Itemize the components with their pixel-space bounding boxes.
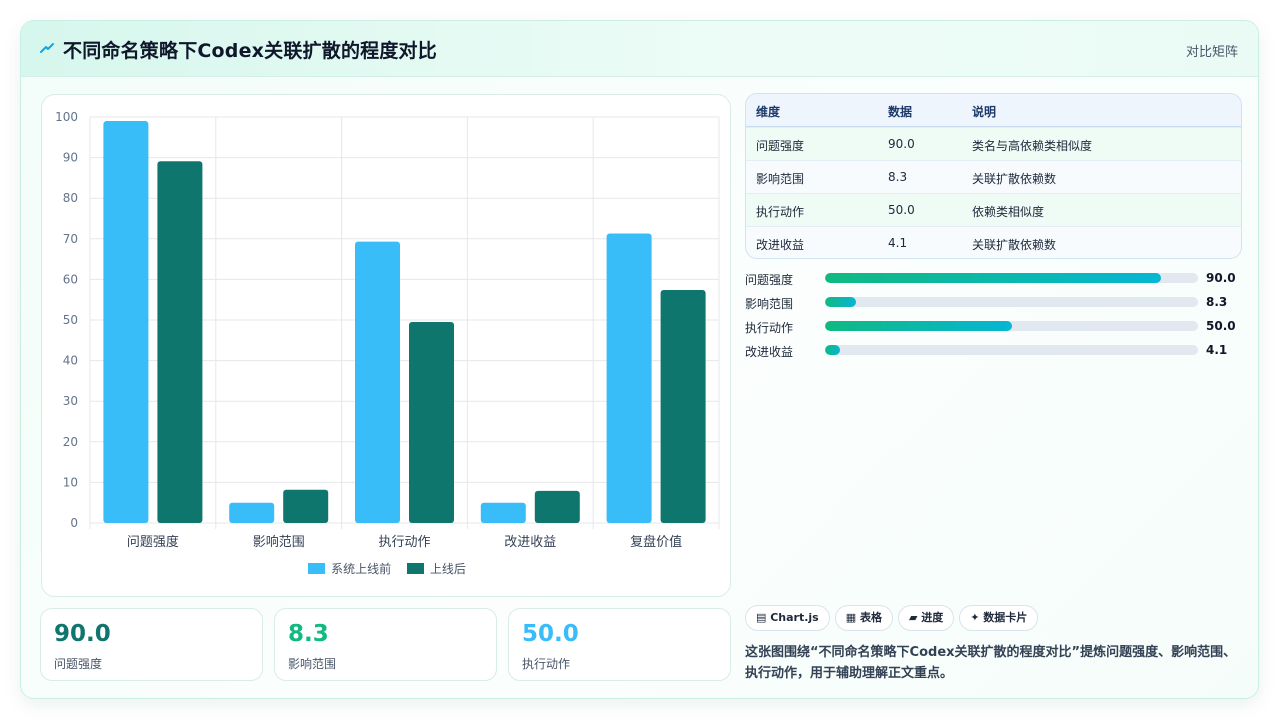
bar-after: [409, 322, 454, 523]
progress-fill: [825, 321, 1012, 331]
progress-value: 4.1: [1206, 343, 1228, 357]
progress-value: 8.3: [1206, 295, 1228, 309]
y-tick-label: 0: [70, 516, 78, 530]
legend-item-before[interactable]: 系统上线前: [308, 560, 391, 577]
table-cell: 问题强度: [756, 139, 805, 153]
chip-data-card[interactable]: ✦ 数据卡片: [959, 605, 1039, 631]
y-tick-label: 30: [63, 394, 78, 408]
data-table: 维度 数据 说明 问题强度 90.0 类名与高依赖类相似度 影响范围 8.3 关…: [745, 93, 1242, 259]
x-tick-label: 改进收益: [504, 535, 556, 550]
y-tick-label: 100: [55, 110, 78, 124]
chip-chartjs[interactable]: ▤ Chart.js: [745, 605, 830, 631]
progress-value: 50.0: [1206, 319, 1236, 333]
chip-progress[interactable]: ▰ 进度: [897, 605, 955, 631]
legend-item-after[interactable]: 上线后: [406, 560, 466, 577]
y-tick-label: 80: [63, 191, 78, 205]
description-text: 这张图围绕“不同命名策略下Codex关联扩散的程度对比”提炼问题强度、影响范围、…: [745, 645, 1237, 681]
view-tag[interactable]: 对比矩阵: [1185, 45, 1238, 60]
legend-swatch-after: [406, 563, 424, 574]
chart-legend[interactable]: 系统上线前 上线后: [42, 560, 732, 577]
x-tick-label: 影响范围: [253, 534, 305, 550]
stat-value-1: 8.3: [288, 621, 329, 647]
bar-after: [660, 289, 706, 523]
progress-label: 问题强度: [745, 273, 794, 287]
legend-swatch-before: [308, 563, 326, 574]
table-cell: 4.1: [888, 236, 908, 250]
progress-fill: [825, 273, 1161, 283]
table-cell: 依赖类相似度: [972, 205, 1045, 219]
page-title: 不同命名策略下Codex关联扩散的程度对比: [63, 40, 437, 62]
progress-row: 执行动作 50.0: [745, 319, 1245, 339]
stat-card-2: 50.0 执行动作: [508, 608, 731, 681]
bar-before: [355, 241, 400, 523]
tag-chips: ▤ Chart.js ▦ 表格 ▰ 进度 ✦ 数据卡片: [745, 605, 1043, 631]
table-header-data: 数据: [888, 105, 913, 119]
table-row: 问题强度 90.0 类名与高依赖类相似度: [746, 127, 1241, 160]
progress-track: [825, 297, 1198, 307]
legend-label-before: 系统上线前: [331, 562, 392, 576]
table-header-row: 维度 数据 说明: [746, 94, 1241, 127]
stat-value-0: 90.0: [54, 621, 111, 647]
table-cell: 8.3: [888, 170, 908, 184]
bar-before: [606, 233, 652, 523]
y-tick-label: 10: [63, 475, 78, 489]
lightning-icon: [40, 43, 54, 53]
progress-track: [825, 321, 1198, 331]
progress-row: 影响范围 8.3: [745, 295, 1245, 315]
y-tick-label: 90: [63, 151, 78, 165]
table-cell: 关联扩散依赖数: [972, 238, 1057, 252]
progress-label: 执行动作: [745, 321, 794, 335]
table-header-dimension: 维度: [756, 105, 781, 119]
table-row: 执行动作 50.0 依赖类相似度: [746, 193, 1241, 226]
table-row: 影响范围 8.3 关联扩散依赖数: [746, 160, 1241, 193]
stat-label-2: 执行动作: [522, 657, 571, 671]
progress-track: [825, 273, 1198, 283]
bar-after: [157, 161, 203, 523]
bar-chart: 0 10 20 30 40 50 60 70 80 90 100 问题强度 影响范围 执行动作 改进收益 复盘…: [55, 110, 720, 550]
table-cell: 关联扩散依赖数: [972, 172, 1057, 186]
progress-row: 问题强度 90.0: [745, 271, 1245, 291]
table-cell: 类名与高依赖类相似度: [972, 139, 1093, 153]
header: 不同命名策略下Codex关联扩散的程度对比 对比矩阵: [21, 21, 1258, 77]
legend-label-after: 上线后: [429, 562, 466, 576]
table-cell: 90.0: [888, 137, 915, 151]
table-cell: 影响范围: [756, 172, 805, 186]
progress-label: 影响范围: [745, 297, 794, 311]
progress-label: 改进收益: [745, 345, 794, 359]
table-cell: 执行动作: [756, 205, 805, 219]
progress-value: 90.0: [1206, 271, 1236, 285]
bar-chart-card: 0 10 20 30 40 50 60 70 80 90 100 问题强度 影响范围 执行动作 改进收益 复盘…: [41, 94, 731, 597]
bar-after: [283, 489, 329, 523]
stat-label-1: 影响范围: [288, 657, 337, 671]
bar-before: [229, 502, 275, 523]
y-tick-label: 40: [63, 354, 78, 368]
table-row: 改进收益 4.1 关联扩散依赖数: [746, 226, 1241, 258]
y-tick-label: 60: [63, 272, 78, 286]
table-cell: 50.0: [888, 203, 915, 217]
x-tick-label: 问题强度: [127, 534, 179, 550]
y-tick-label: 20: [63, 435, 78, 449]
progress-fill: [825, 345, 841, 355]
stat-value-2: 50.0: [522, 621, 579, 647]
y-tick-label: 70: [63, 232, 78, 246]
progress-fill: [825, 297, 856, 307]
table-header-note: 说明: [972, 105, 997, 119]
bar-before: [103, 121, 149, 523]
y-tick-label: 50: [63, 313, 78, 327]
stat-card-1: 8.3 影响范围: [274, 608, 497, 681]
stat-label-0: 问题强度: [54, 657, 103, 671]
stat-card-0: 90.0 问题强度: [40, 608, 263, 681]
x-tick-label: 执行动作: [378, 535, 430, 550]
dashboard-card: 不同命名策略下Codex关联扩散的程度对比 对比矩阵 0 10 20 30 40 50 60…: [20, 20, 1259, 699]
x-tick-label: 复盘价值: [630, 534, 682, 550]
chip-table[interactable]: ▦ 表格: [834, 605, 893, 631]
bar-before: [480, 502, 526, 523]
progress-track: [825, 345, 1198, 355]
progress-row: 改进收益 4.1: [745, 343, 1245, 363]
bar-after: [534, 490, 580, 523]
table-cell: 改进收益: [756, 238, 805, 252]
